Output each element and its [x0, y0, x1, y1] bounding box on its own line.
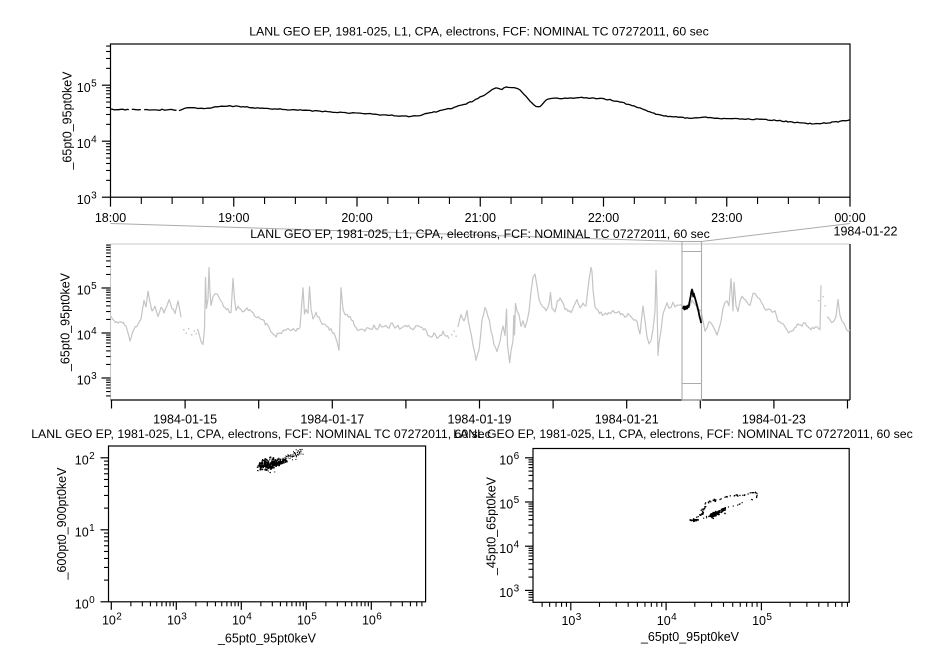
svg-text:0: 0: [89, 595, 95, 606]
svg-text:10: 10: [752, 614, 766, 628]
svg-text:10: 10: [75, 598, 89, 612]
svg-text:10: 10: [499, 454, 513, 468]
svg-text:10: 10: [77, 284, 91, 298]
svg-text:10: 10: [499, 542, 513, 556]
svg-text:22:00: 22:00: [588, 211, 619, 225]
svg-text:_65pt0_95pt0keV: _65pt0_95pt0keV: [217, 631, 317, 645]
svg-text:_45pt0_65pt0keV: _45pt0_65pt0keV: [485, 476, 499, 576]
svg-text:3: 3: [576, 612, 582, 623]
svg-text:_600pt0_900pt0keV: _600pt0_900pt0keV: [55, 467, 69, 581]
svg-text:2: 2: [116, 612, 122, 623]
svg-text:10: 10: [77, 137, 91, 151]
svg-text:10: 10: [561, 614, 575, 628]
svg-text:1984-01-19: 1984-01-19: [448, 413, 512, 427]
svg-text:3: 3: [181, 612, 187, 623]
svg-text:00:00: 00:00: [834, 211, 865, 225]
svg-text:1984-01-22: 1984-01-22: [834, 225, 898, 239]
svg-text:5: 5: [514, 495, 520, 506]
svg-text:3: 3: [91, 190, 97, 201]
svg-text:3: 3: [91, 371, 97, 382]
svg-text:23:00: 23:00: [711, 211, 742, 225]
svg-text:4: 4: [671, 612, 677, 623]
svg-text:2: 2: [89, 451, 95, 462]
svg-text:LANL GEO EP, 1981-025, L1, CPA: LANL GEO EP, 1981-025, L1, CPA, electron…: [249, 25, 709, 39]
svg-text:1984-01-17: 1984-01-17: [300, 413, 364, 427]
svg-text:10: 10: [499, 498, 513, 512]
svg-text:10: 10: [167, 614, 181, 628]
svg-text:5: 5: [311, 612, 317, 623]
svg-text:10: 10: [77, 193, 91, 207]
svg-text:10: 10: [102, 614, 116, 628]
svg-text:10: 10: [232, 614, 246, 628]
svg-text:5: 5: [91, 78, 97, 89]
svg-text:10: 10: [77, 374, 91, 388]
svg-text:10: 10: [75, 526, 89, 540]
svg-text:1: 1: [89, 523, 95, 534]
svg-text:_65pt0_95pt0keV: _65pt0_95pt0keV: [640, 630, 740, 644]
svg-text:LANL GEO EP, 1981-025, L1, CPA: LANL GEO EP, 1981-025, L1, CPA, electron…: [453, 427, 913, 441]
svg-text:18:00: 18:00: [95, 211, 126, 225]
svg-text:10: 10: [297, 614, 311, 628]
svg-text:5: 5: [91, 281, 97, 292]
svg-text:3: 3: [514, 584, 520, 595]
svg-text:6: 6: [376, 612, 382, 623]
svg-text:1984-01-23: 1984-01-23: [742, 413, 806, 427]
svg-text:21:00: 21:00: [465, 211, 496, 225]
svg-text:10: 10: [657, 614, 671, 628]
svg-text:1984-01-15: 1984-01-15: [153, 413, 217, 427]
svg-text:20:00: 20:00: [341, 211, 372, 225]
svg-text:_65pt0_95pt0keV: _65pt0_95pt0keV: [61, 71, 75, 171]
svg-text:10: 10: [499, 586, 513, 600]
svg-text:4: 4: [246, 612, 252, 623]
svg-text:19:00: 19:00: [218, 211, 249, 225]
svg-text:10: 10: [362, 614, 376, 628]
svg-text:5: 5: [766, 612, 772, 623]
svg-text:1984-01-21: 1984-01-21: [595, 413, 659, 427]
svg-text:_65pt0_95pt0keV: _65pt0_95pt0keV: [59, 272, 73, 372]
svg-text:4: 4: [91, 326, 97, 337]
svg-text:10: 10: [77, 329, 91, 343]
svg-text:4: 4: [514, 539, 520, 550]
svg-text:10: 10: [75, 454, 89, 468]
svg-text:6: 6: [514, 451, 520, 462]
svg-text:10: 10: [77, 81, 91, 95]
svg-text:LANL GEO EP, 1981-025, L1, CPA: LANL GEO EP, 1981-025, L1, CPA, electron…: [250, 227, 710, 241]
svg-text:LANL GEO EP, 1981-025, L1, CPA: LANL GEO EP, 1981-025, L1, CPA, electron…: [31, 427, 491, 441]
svg-text:4: 4: [91, 134, 97, 145]
